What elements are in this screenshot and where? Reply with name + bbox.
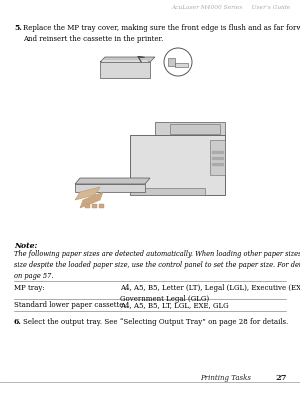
Polygon shape bbox=[168, 58, 175, 66]
Text: 27: 27 bbox=[275, 374, 286, 382]
Text: A4, A5, B5, Letter (LT), Legal (LGL), Executive (EXE),
Government Legal (GLG): A4, A5, B5, Letter (LT), Legal (LGL), Ex… bbox=[120, 284, 300, 303]
Polygon shape bbox=[130, 135, 225, 195]
Text: 6.: 6. bbox=[14, 318, 22, 326]
Polygon shape bbox=[175, 63, 188, 67]
Text: Replace the MP tray cover, making sure the front edge is flush and as far forwar: Replace the MP tray cover, making sure t… bbox=[23, 24, 300, 43]
Text: The following paper sizes are detected automatically. When loading other paper s: The following paper sizes are detected a… bbox=[14, 250, 300, 280]
Polygon shape bbox=[100, 57, 155, 62]
Text: A4, A5, B5, LT, LGL, EXE, GLG: A4, A5, B5, LT, LGL, EXE, GLG bbox=[120, 301, 229, 309]
Polygon shape bbox=[100, 62, 150, 78]
Polygon shape bbox=[75, 187, 100, 200]
Polygon shape bbox=[99, 204, 104, 208]
Polygon shape bbox=[170, 124, 220, 134]
Polygon shape bbox=[212, 157, 223, 159]
Polygon shape bbox=[80, 192, 103, 208]
Polygon shape bbox=[130, 188, 205, 195]
Polygon shape bbox=[155, 122, 225, 135]
Polygon shape bbox=[85, 204, 90, 208]
Polygon shape bbox=[210, 140, 225, 175]
Text: Printing Tasks: Printing Tasks bbox=[200, 374, 251, 382]
Polygon shape bbox=[92, 204, 97, 208]
Polygon shape bbox=[212, 151, 223, 153]
Text: AcuLaser M4000 Series     User’s Guide: AcuLaser M4000 Series User’s Guide bbox=[172, 5, 291, 10]
Text: 5.: 5. bbox=[14, 24, 22, 32]
Polygon shape bbox=[102, 60, 148, 62]
Text: Standard lower paper cassette:: Standard lower paper cassette: bbox=[14, 301, 126, 309]
Text: Select the output tray. See “Selecting Output Tray” on page 28 for details.: Select the output tray. See “Selecting O… bbox=[23, 318, 288, 326]
Text: MP tray:: MP tray: bbox=[14, 284, 45, 292]
Polygon shape bbox=[75, 184, 145, 192]
Polygon shape bbox=[212, 163, 223, 165]
Circle shape bbox=[164, 48, 192, 76]
Polygon shape bbox=[75, 178, 150, 184]
Text: Note:: Note: bbox=[14, 242, 38, 250]
